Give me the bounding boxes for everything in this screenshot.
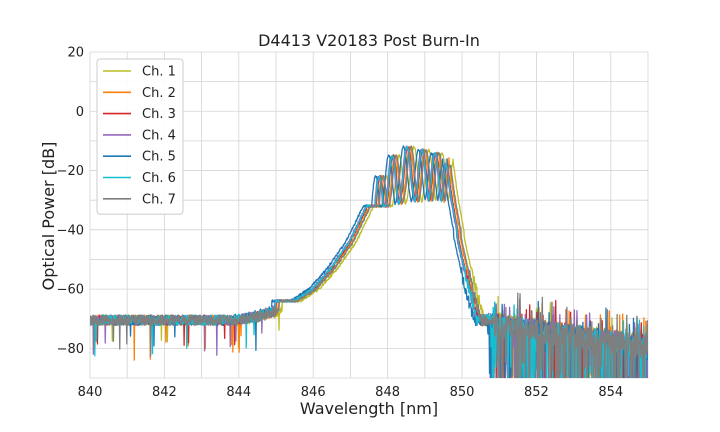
- x-tick-label: 840: [78, 385, 103, 400]
- x-tick-label: 852: [524, 385, 549, 400]
- legend-label: Ch. 3: [142, 107, 176, 122]
- x-tick-label: 848: [375, 385, 400, 400]
- y-tick-label: 0: [76, 105, 84, 120]
- x-tick-label: 842: [152, 385, 177, 400]
- x-tick-label: 854: [598, 385, 623, 400]
- legend: Ch. 1 Ch. 2 Ch. 3 Ch. 4 Ch. 5 Ch. 6 Ch. 7: [96, 58, 184, 215]
- x-tick-label: 850: [450, 385, 475, 400]
- x-tick-label: 846: [301, 385, 326, 400]
- legend-label: Ch. 2: [142, 86, 176, 101]
- y-tick-label: −60: [57, 283, 84, 298]
- legend-label: Ch. 4: [142, 128, 176, 143]
- x-tick-label: 844: [226, 385, 251, 400]
- y-axis-title: Optical Power [dB]: [39, 142, 58, 291]
- legend-label: Ch. 6: [142, 171, 176, 186]
- legend-box: [96, 58, 184, 215]
- legend-label: Ch. 7: [142, 192, 176, 207]
- legend-label: Ch. 5: [142, 150, 176, 165]
- series-line-7: [90, 145, 648, 378]
- series-group: [90, 145, 648, 378]
- y-tick-label: −20: [57, 164, 84, 179]
- x-axis-title: Wavelength [nm]: [300, 399, 438, 418]
- y-tick-label: −80: [57, 342, 84, 357]
- y-tick-label: −40: [57, 223, 84, 238]
- legend-label: Ch. 1: [142, 65, 176, 80]
- y-tick-label: 20: [67, 46, 84, 61]
- chart-title: D4413 V20183 Post Burn-In: [258, 31, 480, 50]
